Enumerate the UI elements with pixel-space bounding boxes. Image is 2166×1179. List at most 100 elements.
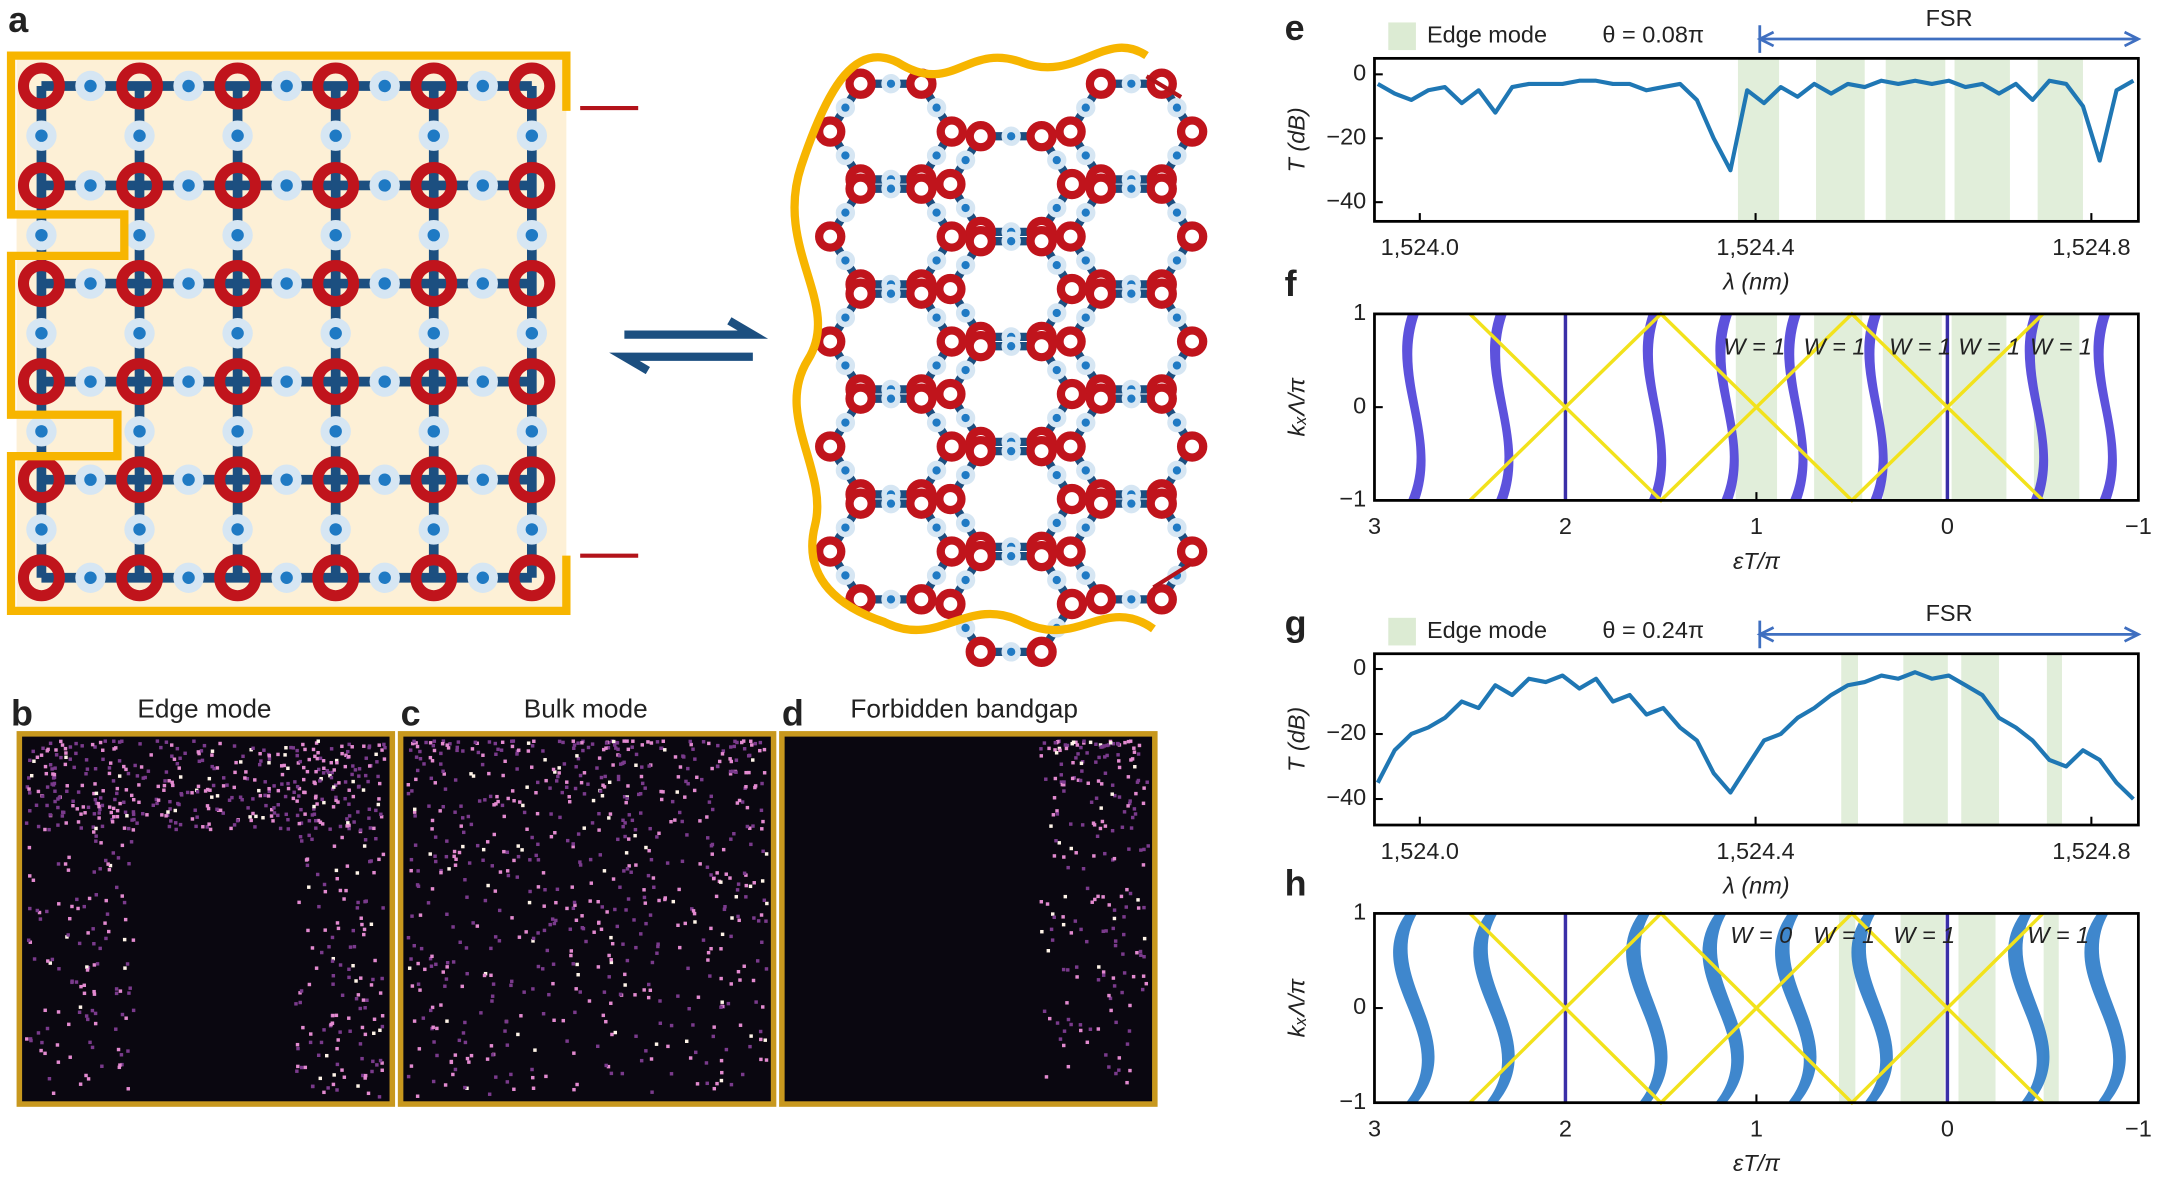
edge-mode-band xyxy=(1841,653,1858,826)
link-dot xyxy=(835,202,856,223)
speckle xyxy=(375,760,379,764)
speckle xyxy=(1093,897,1097,902)
speckle xyxy=(569,953,573,958)
speckle xyxy=(439,870,443,875)
speckle xyxy=(168,799,172,804)
honeycomb-cell xyxy=(945,447,1077,552)
speckle xyxy=(325,768,329,773)
site-ring xyxy=(116,161,164,209)
speckle xyxy=(430,827,434,831)
speckle xyxy=(734,770,738,774)
winding-label: W = 1 xyxy=(2030,334,2092,360)
speckle xyxy=(602,869,607,873)
speckle xyxy=(194,824,198,829)
speckle xyxy=(544,1074,548,1079)
speckle xyxy=(441,804,445,809)
speckle xyxy=(1054,838,1058,843)
speckle xyxy=(315,872,320,877)
link-dot xyxy=(231,425,244,438)
speckle xyxy=(550,917,555,921)
speckle xyxy=(178,775,183,779)
winding-label: W = 1 xyxy=(1813,922,1875,948)
speckle xyxy=(298,759,302,764)
speckle xyxy=(367,807,372,811)
speckle xyxy=(1101,973,1106,977)
speckle xyxy=(356,1084,360,1088)
speckle xyxy=(282,763,286,768)
speckle xyxy=(111,806,116,811)
speckle xyxy=(445,965,449,969)
speckle xyxy=(175,761,180,766)
speckle xyxy=(557,739,562,744)
speckle xyxy=(433,835,438,839)
speckle xyxy=(291,746,296,750)
site-ring xyxy=(312,161,360,209)
speckle xyxy=(607,780,612,784)
panel-letter: h xyxy=(1285,862,1307,903)
link-dot xyxy=(84,571,97,584)
speckle xyxy=(416,869,420,873)
speckle xyxy=(70,980,74,985)
speckle xyxy=(515,875,520,879)
speckle xyxy=(505,850,510,855)
speckle xyxy=(510,916,514,920)
speckle xyxy=(1122,810,1127,814)
speckle xyxy=(1095,834,1100,839)
link-dot xyxy=(1001,231,1021,251)
speckle xyxy=(692,788,697,793)
speckle xyxy=(512,858,516,863)
speckle xyxy=(624,851,629,855)
speckle xyxy=(131,810,136,814)
site-ring xyxy=(17,161,65,209)
speckle xyxy=(1135,951,1139,955)
speckle xyxy=(480,762,485,767)
speckle xyxy=(498,870,503,874)
speckle xyxy=(84,1073,88,1078)
speckle xyxy=(346,749,350,754)
speckle xyxy=(107,929,111,934)
speckle xyxy=(661,739,666,743)
speckle xyxy=(729,1082,734,1087)
panel-letter: c xyxy=(401,692,421,733)
speckle xyxy=(709,844,714,848)
theta-label: θ = 0.24π xyxy=(1602,617,1704,643)
speckle xyxy=(616,837,620,842)
speckle xyxy=(1132,750,1137,754)
speckle xyxy=(1066,968,1070,972)
site-ring xyxy=(1146,488,1177,519)
speckle xyxy=(455,748,459,753)
speckle xyxy=(1054,751,1059,755)
speckle xyxy=(122,800,126,805)
link-dot xyxy=(378,277,391,290)
speckle xyxy=(722,907,727,912)
speckle xyxy=(166,810,170,814)
speckle xyxy=(592,930,596,934)
speckle xyxy=(755,959,760,963)
speckle xyxy=(376,774,380,779)
speckle xyxy=(117,774,122,778)
speckle xyxy=(65,784,69,788)
speckle xyxy=(1096,1027,1101,1031)
speckle xyxy=(663,897,667,902)
speckle xyxy=(414,777,418,782)
speckle xyxy=(335,1088,339,1092)
speckle xyxy=(414,755,419,759)
speckle xyxy=(715,1081,719,1086)
speckle xyxy=(572,900,577,905)
speckle xyxy=(536,964,541,969)
speckle xyxy=(56,823,60,827)
speckle xyxy=(622,739,626,743)
speckle xyxy=(41,746,45,751)
speckle xyxy=(27,776,31,780)
link-dot xyxy=(231,327,244,340)
speckle xyxy=(28,809,32,813)
speckle xyxy=(409,1064,414,1068)
speckle xyxy=(551,962,556,966)
speckle xyxy=(310,813,315,817)
honeycomb-cell xyxy=(945,237,1077,342)
speckle xyxy=(1088,740,1093,745)
speckle xyxy=(673,755,678,759)
speckle xyxy=(459,804,463,808)
link-dot xyxy=(1076,307,1096,328)
speckle xyxy=(457,1038,462,1043)
